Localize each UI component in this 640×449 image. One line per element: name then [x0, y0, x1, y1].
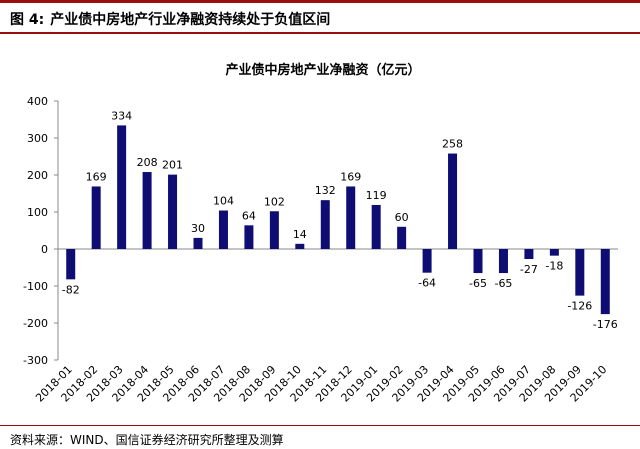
y-tick-label: 400: [27, 95, 48, 108]
bar: [142, 172, 152, 249]
bar: [320, 200, 330, 249]
bar: [66, 249, 76, 280]
bar: [117, 125, 127, 249]
bar: [371, 204, 381, 249]
data-label: 14: [293, 228, 307, 241]
bar: [244, 225, 254, 249]
bar: [269, 211, 279, 249]
data-label: 169: [340, 170, 361, 183]
data-label: -18: [545, 260, 563, 273]
bar: [448, 153, 458, 249]
data-label: -27: [520, 263, 538, 276]
figure-header: 图 4: 产业债中房地产行业净融资持续处于负值区间: [0, 0, 640, 34]
bar: [549, 249, 559, 256]
figure-title-text: 产业债中房地产行业净融资持续处于负值区间: [50, 12, 331, 28]
y-tick-label: -200: [23, 317, 48, 330]
bar: [91, 186, 101, 249]
bar: [218, 210, 228, 249]
y-tick-label: 0: [41, 243, 48, 256]
y-tick-label: -300: [23, 354, 48, 367]
figure-footer: 资料来源：WIND、国信证券经济研究所整理及测算: [0, 425, 640, 449]
data-label: 201: [162, 159, 183, 172]
data-label: 102: [264, 195, 285, 208]
data-label: 258: [442, 138, 463, 151]
bar: [422, 249, 432, 273]
data-label: 104: [213, 195, 234, 208]
data-label: -65: [469, 277, 487, 290]
data-label: 334: [111, 109, 132, 122]
data-label-layer: -82 169 334 208 201 30 104 64 102 14 132 169 119 60 -6…: [62, 109, 618, 331]
data-label: -126: [567, 300, 592, 313]
data-label: -82: [62, 283, 80, 296]
y-tick-label: 200: [27, 169, 48, 182]
data-label: 64: [242, 209, 256, 222]
data-label: -65: [494, 277, 512, 290]
figure-label: 图 4:: [10, 12, 45, 28]
x-tick-layer: 2018-012018-022018-032018-042018-052018-…: [33, 363, 609, 405]
data-label: 208: [137, 156, 158, 169]
bar: [600, 249, 610, 315]
bar-chart: 产业债中房地产业净融资（亿元） -300 -200 -100 0 100 200 300 40…: [23, 62, 618, 405]
data-label: 119: [366, 189, 387, 202]
figure-title: 图 4: 产业债中房地产行业净融资持续处于负值区间: [10, 9, 330, 29]
data-label: 132: [315, 184, 336, 197]
bar: [473, 249, 483, 274]
bar: [397, 226, 407, 249]
bar: [295, 243, 305, 249]
bar: [524, 249, 534, 259]
data-label: -64: [418, 277, 436, 290]
bar: [575, 249, 585, 296]
bar: [193, 237, 203, 249]
y-tick-label: 300: [27, 132, 48, 145]
bar-layer: [66, 125, 610, 315]
bar: [498, 249, 508, 274]
y-tick-label: -100: [23, 280, 48, 293]
data-label: 60: [395, 211, 409, 224]
chart-title: 产业债中房地产业净融资（亿元）: [225, 62, 420, 78]
axis-layer: -300 -200 -100 0 100 200 300 400: [23, 95, 618, 367]
data-label: -176: [593, 318, 618, 331]
bar: [346, 186, 356, 249]
y-tick-label: 100: [27, 206, 48, 219]
source-note: 资料来源：WIND、国信证券经济研究所整理及测算: [10, 433, 284, 447]
bar: [168, 174, 178, 249]
data-label: 30: [191, 222, 205, 235]
data-label: 169: [86, 170, 107, 183]
